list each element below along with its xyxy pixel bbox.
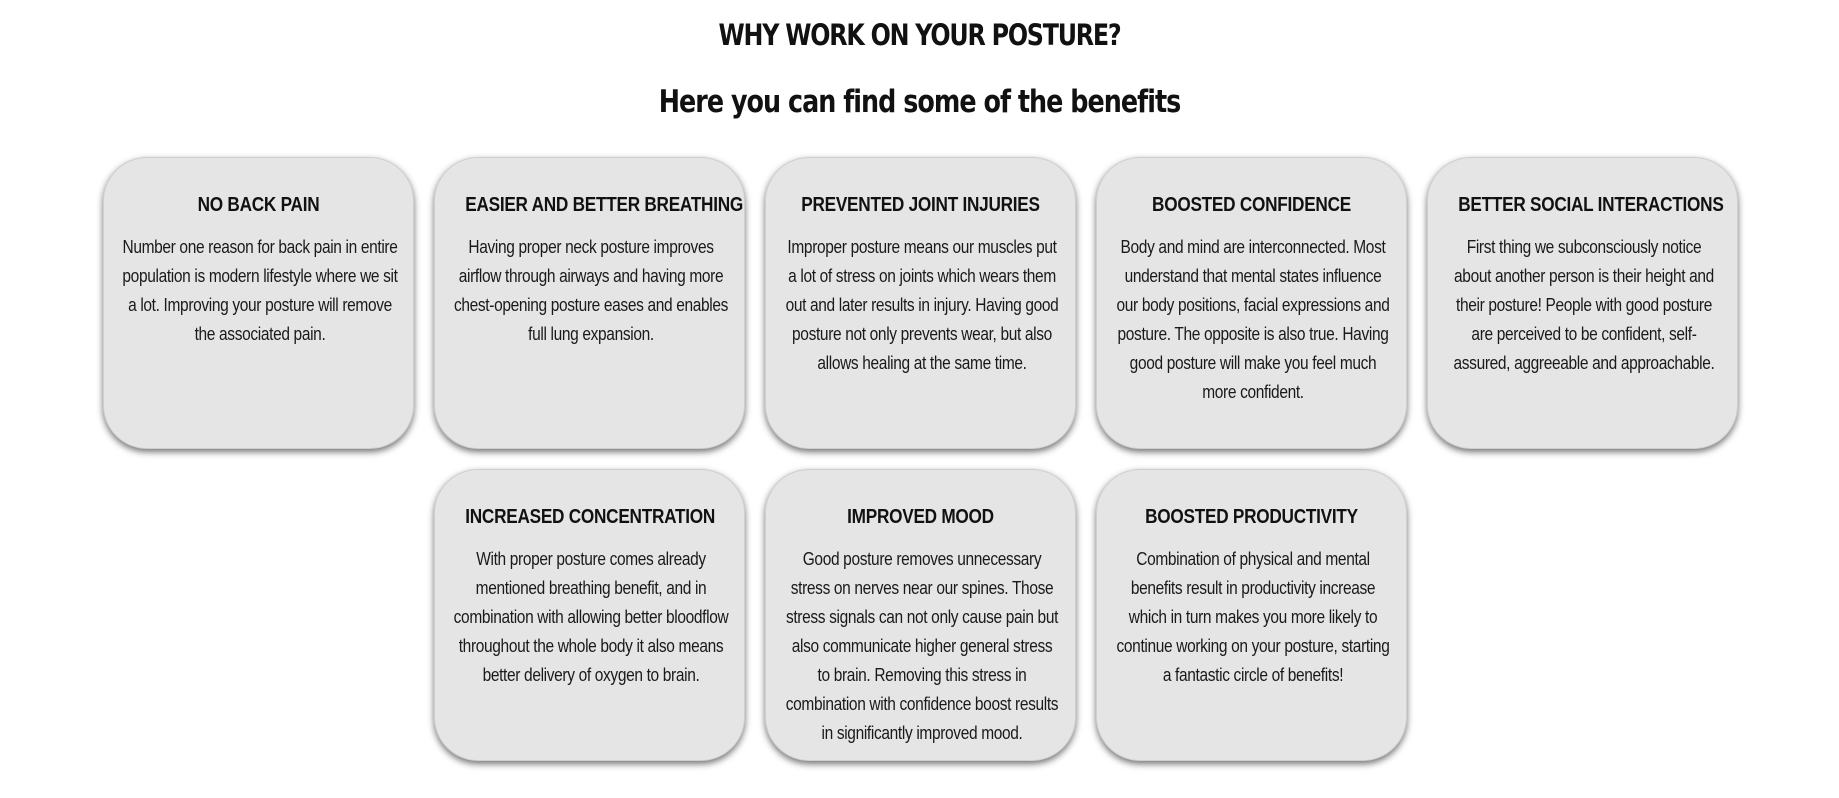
- benefit-card-title: BETTER SOCIAL INTERACTIONS: [1457, 194, 1724, 216]
- benefit-card-title: PREVENTED JOINT INJURIES: [800, 194, 1040, 216]
- benefit-card-title: NO BACK PAIN: [197, 194, 319, 216]
- benefit-card-improved-mood: IMPROVED MOOD Good posture removes unnec…: [764, 469, 1076, 761]
- benefit-card-prevented-joint-injuries: PREVENTED JOINT INJURIES Improper postur…: [764, 157, 1076, 449]
- benefit-card-boosted-productivity: BOOSTED PRODUCTIVITY Combination of phys…: [1095, 469, 1407, 761]
- benefits-grid: NO BACK PAIN Number one reason for back …: [100, 157, 1740, 761]
- benefit-card-text: Combination of physical and mental benef…: [1116, 549, 1389, 685]
- benefit-card-text: Good posture removes unnecessary stress …: [785, 549, 1058, 743]
- benefit-card-title: BOOSTED PRODUCTIVITY: [1144, 506, 1358, 528]
- benefit-card-text: With proper posture comes already mentio…: [453, 549, 728, 685]
- benefit-card-increased-concentration: INCREASED CONCENTRATION With proper post…: [433, 469, 745, 761]
- benefit-card-better-breathing: EASIER AND BETTER BREATHING Having prope…: [433, 157, 745, 449]
- benefit-card-title: BOOSTED CONFIDENCE: [1151, 194, 1351, 216]
- benefit-card-text: Improper posture means our muscles put a…: [785, 237, 1058, 373]
- benefit-card-no-back-pain: NO BACK PAIN Number one reason for back …: [102, 157, 414, 449]
- benefit-card-text: Number one reason for back pain in entir…: [121, 237, 398, 344]
- benefit-card-text: Having proper neck posture improves airf…: [453, 237, 728, 344]
- benefit-card-social-interactions: BETTER SOCIAL INTERACTIONS First thing w…: [1426, 157, 1738, 449]
- benefit-card-text: Body and mind are interconnected. Most u…: [1116, 237, 1389, 402]
- benefit-card-title: INCREASED CONCENTRATION: [464, 506, 715, 528]
- benefit-card-text: First thing we subconsciously notice abo…: [1453, 237, 1714, 373]
- benefit-card-boosted-confidence: BOOSTED CONFIDENCE Body and mind are int…: [1095, 157, 1407, 449]
- benefit-card-title: EASIER AND BETTER BREATHING: [464, 194, 743, 216]
- benefit-card-title: IMPROVED MOOD: [846, 506, 994, 528]
- page-subtitle: Here you can find some of the benefits: [658, 84, 1182, 120]
- page-title: WHY WORK ON YOUR POSTURE?: [718, 18, 1122, 52]
